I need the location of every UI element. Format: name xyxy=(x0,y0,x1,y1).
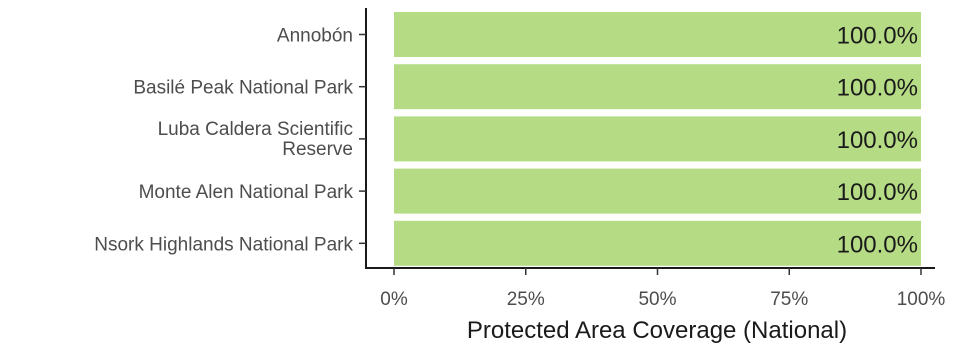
bars-group xyxy=(394,12,921,266)
x-tick-label: 0% xyxy=(380,289,408,310)
bar xyxy=(394,168,921,214)
data-label: 100.0% xyxy=(837,75,918,102)
category-label: Monte Alen National Park xyxy=(139,182,354,203)
x-tick-label: 25% xyxy=(507,289,545,310)
data-label: 100.0% xyxy=(837,179,918,206)
x-axis-title: Protected Area Coverage (National) xyxy=(467,317,847,344)
category-labels-group: Annobón Basilé Peak National Park Luba Cal… xyxy=(94,26,366,255)
bar xyxy=(394,12,921,57)
data-label: 100.0% xyxy=(837,231,918,258)
data-label: 100.0% xyxy=(837,23,918,50)
x-tick-label: 75% xyxy=(770,289,808,310)
data-label: 100.0% xyxy=(837,127,918,154)
bar xyxy=(394,116,921,162)
x-tick-label: 100% xyxy=(897,289,946,310)
x-ticks-group: 0% 25% 50% 75% 100% xyxy=(380,268,945,310)
bar xyxy=(394,64,921,110)
category-label: Basilé Peak National Park xyxy=(133,78,353,99)
bar xyxy=(394,220,921,266)
x-tick-label: 50% xyxy=(638,289,676,310)
category-label: Annobón xyxy=(277,26,353,47)
data-labels-group: 100.0% 100.0% 100.0% 100.0% 100.0% xyxy=(837,23,918,259)
category-label: Nsork Highlands National Park xyxy=(94,234,353,255)
category-label: Luba Caldera Scientific Reserve xyxy=(158,119,353,160)
